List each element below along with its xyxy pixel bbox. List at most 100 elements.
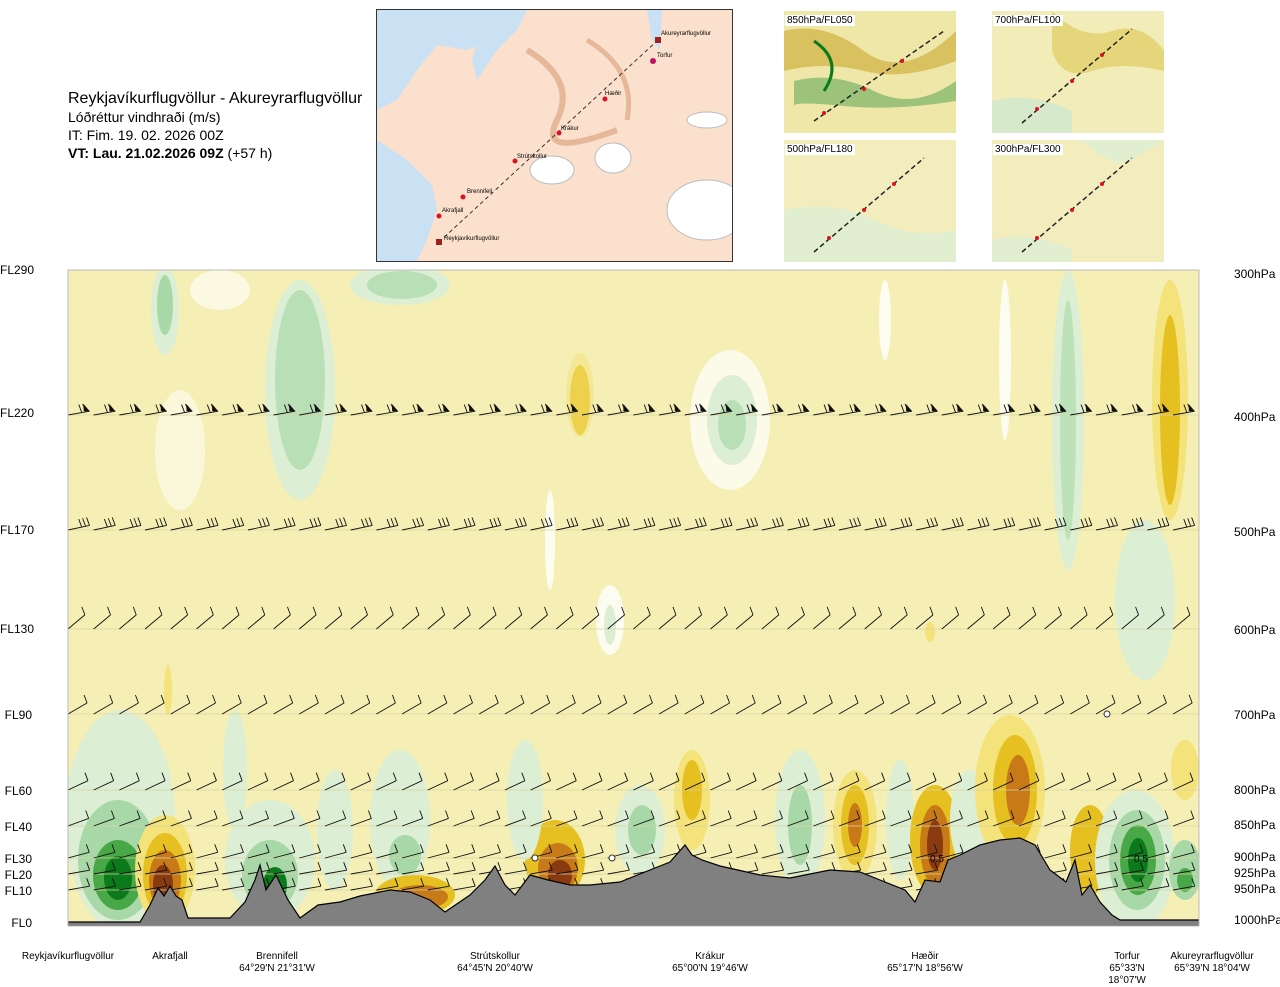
calm-marker	[1103, 710, 1111, 718]
wind-barb	[376, 694, 396, 715]
wind-barb	[504, 517, 527, 531]
wind-barb	[453, 810, 475, 827]
wind-barb	[170, 844, 193, 859]
wind-barb	[838, 772, 860, 791]
wind-barb	[247, 844, 270, 859]
wind-barb	[247, 810, 269, 827]
wind-barb	[196, 403, 219, 416]
wind-barb	[504, 862, 527, 875]
wind-barb	[196, 694, 216, 715]
wind-barb	[504, 810, 526, 827]
wind-barb	[813, 862, 836, 875]
wind-barb	[1044, 517, 1067, 531]
wind-barb	[1095, 606, 1114, 630]
wind-barb	[556, 810, 578, 827]
wind-barb	[479, 403, 501, 416]
wind-barb	[633, 606, 651, 630]
wind-barb	[941, 606, 960, 630]
wind-barb	[1172, 694, 1193, 715]
updraft-region	[153, 865, 173, 905]
wind-barb	[170, 810, 192, 827]
wind-barb	[324, 403, 347, 416]
wind-barb	[119, 517, 142, 531]
wind-barb	[607, 844, 630, 859]
wind-barb	[864, 517, 887, 531]
wind-barb	[787, 403, 810, 416]
wind-barb	[1044, 844, 1067, 859]
mini-map-label: 700hPa/FL100	[993, 15, 1063, 26]
wind-barb	[890, 517, 913, 531]
mini-map-300: 300hPa/FL300	[992, 140, 1164, 262]
wind-barb	[1198, 889, 1199, 891]
wind-barb	[68, 694, 88, 715]
wind-barb	[376, 878, 399, 891]
wind-barb	[247, 772, 269, 791]
wind-barb	[504, 878, 527, 891]
wind-barb	[119, 772, 140, 791]
wind-barb	[1044, 403, 1067, 416]
wind-barb	[93, 844, 116, 859]
wind-barb	[504, 606, 523, 630]
updraft-region	[682, 760, 702, 820]
wind-barb	[916, 878, 939, 891]
wind-barb	[1121, 403, 1144, 416]
location-label: Torfur 65°33'N 18°07'W	[1100, 951, 1154, 987]
wind-barb	[93, 878, 116, 891]
wind-barb	[941, 844, 964, 859]
wind-barb	[761, 862, 784, 875]
wind-barb	[479, 862, 502, 875]
downdraft-region	[317, 770, 353, 890]
wind-barb	[1070, 878, 1093, 891]
location-name: Akrafjall	[152, 951, 188, 962]
wind-barb	[427, 862, 450, 875]
downdraft-region	[265, 280, 335, 500]
wind-barb	[607, 772, 629, 791]
neutral-region	[690, 350, 770, 490]
wind-barb	[68, 606, 86, 630]
wind-barb	[530, 517, 553, 531]
wind-barb	[402, 403, 424, 416]
wind-barb	[838, 844, 861, 859]
updraft-region	[1152, 280, 1188, 520]
wind-barb	[273, 862, 296, 875]
wind-barb	[196, 606, 214, 630]
wind-barb	[838, 606, 857, 630]
wind-barb	[813, 403, 836, 416]
wind-barb	[993, 810, 1015, 827]
wind-barb	[401, 606, 420, 630]
wind-barb	[299, 878, 322, 891]
wind-barb	[273, 810, 295, 827]
mini-map-label: 850hPa/FL050	[785, 15, 855, 26]
wind-barb	[68, 772, 89, 791]
wind-barb	[633, 810, 655, 827]
wind-barb	[967, 772, 988, 791]
wind-barb	[504, 694, 525, 715]
wind-barb	[658, 844, 681, 859]
wind-barb	[222, 270, 224, 271]
wind-barb	[967, 862, 990, 875]
wind-barb	[324, 517, 347, 531]
wind-barb	[581, 878, 605, 891]
wind-barb	[273, 694, 294, 715]
plot-background	[68, 270, 1199, 926]
wind-barb	[710, 844, 733, 859]
wind-barb	[787, 772, 808, 791]
wind-barb	[1173, 878, 1196, 891]
wind-barb	[170, 694, 191, 715]
wind-barb	[1095, 694, 1116, 715]
wind-barb	[890, 403, 913, 416]
downdraft-region	[370, 750, 430, 890]
wind-barb	[581, 606, 600, 630]
wind-barb	[479, 517, 502, 531]
wind-barb	[1121, 517, 1144, 531]
wind-barb	[273, 270, 276, 271]
wind-barb	[144, 606, 163, 630]
wind-barb	[144, 694, 165, 715]
wind-barb	[119, 403, 142, 416]
wind-barb	[350, 694, 371, 715]
wind-barb	[93, 694, 114, 715]
wind-barb	[1018, 772, 1040, 791]
location-coord: 65°33'N 18°07'W	[1108, 963, 1146, 986]
wind-barb	[68, 878, 91, 891]
wind-barb	[813, 517, 836, 531]
